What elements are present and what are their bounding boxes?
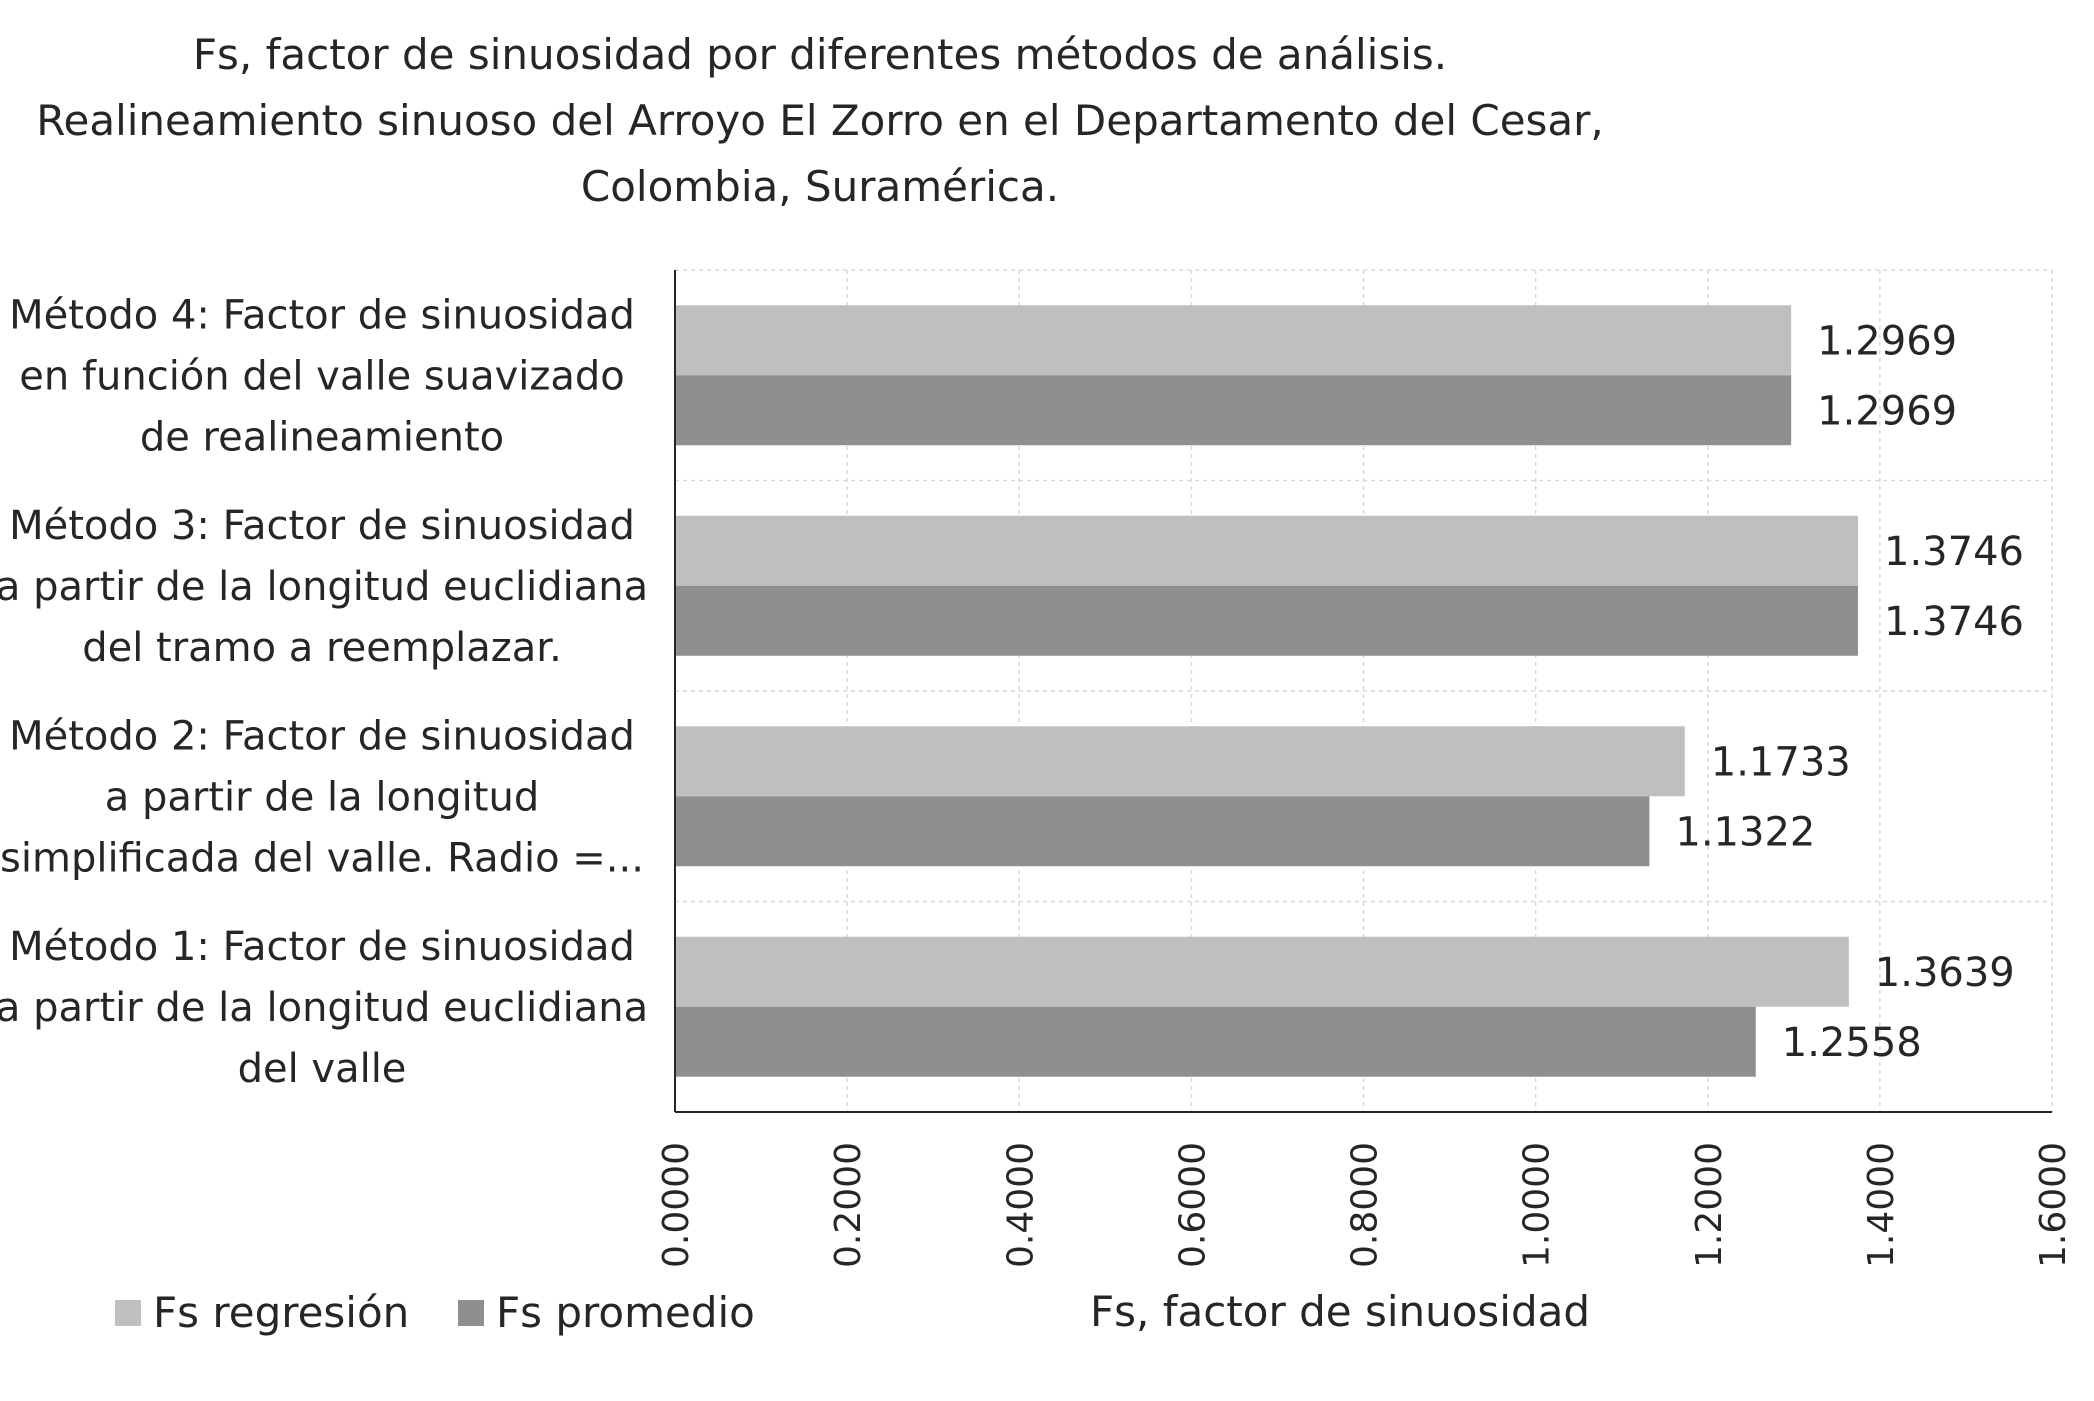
- legend-swatch: [458, 1300, 484, 1326]
- bar-fs-promedio: [675, 796, 1650, 867]
- category-label: Método 1: Factor de sinuosidad: [9, 924, 635, 970]
- legend-swatch: [115, 1300, 141, 1326]
- bar-fs-regresi-n: [675, 936, 1849, 1007]
- data-label: 1.1733: [1711, 739, 1851, 785]
- x-axis-title: Fs, factor de sinuosidad: [1090, 1287, 1590, 1336]
- category-label: del tramo a reemplazar.: [82, 625, 562, 671]
- x-tick-label: 0.8000: [1345, 1142, 1386, 1268]
- x-tick-label: 0.4000: [1000, 1142, 1041, 1268]
- data-label: 1.2969: [1817, 388, 1957, 434]
- chart-title-line: Colombia, Suramérica.: [581, 162, 1059, 211]
- bar-fs-regresi-n: [675, 515, 1859, 586]
- data-label: 1.2969: [1817, 318, 1957, 364]
- category-label: a partir de la longitud euclidiana: [0, 564, 648, 610]
- bar-fs-promedio: [675, 375, 1792, 446]
- category-label: a partir de la longitud euclidiana: [0, 985, 648, 1031]
- chart-title-line: Fs, factor de sinuosidad por diferentes …: [193, 30, 1447, 79]
- data-label: 1.3746: [1884, 599, 2024, 645]
- category-label: en función del valle suavizado: [19, 353, 625, 399]
- legend-label: Fs promedio: [496, 1288, 755, 1337]
- bar-fs-regresi-n: [675, 305, 1792, 376]
- chart-title-line: Realineamiento sinuoso del Arroyo El Zor…: [36, 96, 1604, 145]
- data-label: 1.3746: [1884, 529, 2024, 575]
- x-tick-label: 0.2000: [828, 1142, 869, 1268]
- category-label: a partir de la longitud: [105, 774, 539, 820]
- category-label: del valle: [238, 1046, 407, 1092]
- data-label: 1.3639: [1875, 950, 2015, 996]
- x-tick-label: 1.2000: [1689, 1142, 1730, 1268]
- x-tick-label: 1.4000: [1861, 1142, 1902, 1268]
- x-tick-label: 1.6000: [2033, 1142, 2074, 1268]
- x-tick-label: 0.6000: [1172, 1142, 1213, 1268]
- category-label: Método 3: Factor de sinuosidad: [9, 503, 635, 549]
- bar-fs-promedio: [675, 1006, 1756, 1077]
- category-label: Método 2: Factor de sinuosidad: [9, 713, 635, 759]
- bar-fs-promedio: [675, 585, 1859, 656]
- category-label: simplificada del valle. Radio =...: [0, 835, 644, 881]
- data-label: 1.2558: [1782, 1020, 1922, 1066]
- category-label: Método 4: Factor de sinuosidad: [9, 292, 635, 338]
- bar-fs-regresi-n: [675, 726, 1685, 797]
- legend-label: Fs regresión: [153, 1288, 409, 1337]
- x-tick-label: 0.0000: [656, 1142, 697, 1268]
- data-label: 1.1322: [1675, 809, 1815, 855]
- category-label: de realineamiento: [140, 414, 504, 460]
- x-tick-label: 1.0000: [1517, 1142, 1558, 1268]
